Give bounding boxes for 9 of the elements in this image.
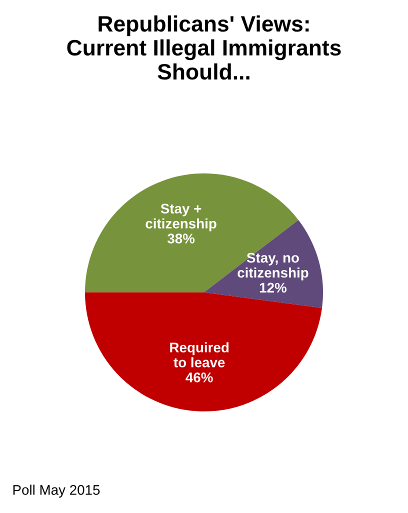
pie-slice xyxy=(84,292,322,412)
chart-title: Republicans' Views: Current Illegal Immigrants Should... xyxy=(67,15,341,80)
data-label: 46% xyxy=(186,372,213,382)
slice-label: Required to leave xyxy=(170,342,229,368)
data-label: 38% xyxy=(167,234,195,244)
text: Poll May 2015 xyxy=(13,484,100,498)
data-label: 12% xyxy=(260,282,287,293)
slice-label: Stay + citizenship xyxy=(146,204,216,232)
slice-label: Stay, no citizenship xyxy=(238,252,308,280)
